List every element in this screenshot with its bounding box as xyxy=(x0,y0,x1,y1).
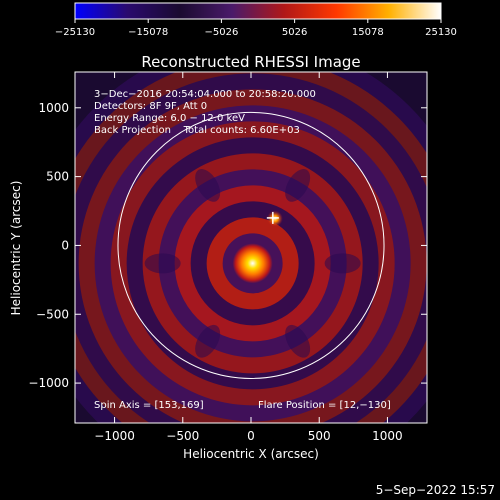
chart-title: Reconstructed RHESSI Image xyxy=(141,53,360,71)
ring-modulation xyxy=(195,169,221,202)
colorbar-tick-label: −25130 xyxy=(55,27,95,38)
x-tick-label: 500 xyxy=(308,429,331,443)
x-axis-label: Heliocentric X (arcsec) xyxy=(183,447,319,461)
ring-modulation xyxy=(144,253,181,274)
annotation-flare-position: Flare Position = [12,−130] xyxy=(258,400,391,411)
y-tick-label: 500 xyxy=(46,170,69,184)
y-tick-label: −500 xyxy=(36,307,69,321)
ring-modulation xyxy=(324,253,361,274)
x-tick-label: −500 xyxy=(166,429,199,443)
colorbar-tick-label: 15078 xyxy=(352,27,384,38)
annotation-method-counts: Back Projection Total counts: 6.60E+03 xyxy=(94,125,300,136)
ring-modulation xyxy=(285,169,311,202)
x-tick-label: −1000 xyxy=(94,429,135,443)
colorbar xyxy=(74,2,442,20)
colorbar-tick-label: −15078 xyxy=(128,27,168,38)
axis-ticks: −1000 −500 0 500 1000 −1000 −500 0 500 1000 xyxy=(28,72,427,443)
y-tick-label: 0 xyxy=(61,238,69,252)
colorbar-tick-label: 5026 xyxy=(282,27,307,38)
annotation-spin-axis: Spin Axis = [153,169] xyxy=(94,400,204,411)
y-axis-label: Heliocentric Y (arcsec) xyxy=(9,181,23,316)
colorbar-ticks: −25130 −15078 −5026 5026 15078 25130 xyxy=(55,19,457,38)
annotation-energy-range: Energy Range: 6.0 − 12.0 keV xyxy=(94,113,245,124)
primary-source xyxy=(232,243,273,284)
annotation-time-range: 3−Dec−2016 20:54:04.000 to 20:58:20.000 xyxy=(94,89,316,100)
timestamp: 5−Sep−2022 15:57 xyxy=(376,483,495,497)
y-tick-label: −1000 xyxy=(28,376,69,390)
solar-limb-circle xyxy=(117,111,385,379)
ring-modulation xyxy=(285,324,311,358)
x-tick-label: 0 xyxy=(247,429,255,443)
colorbar-tick-label: −5026 xyxy=(204,27,238,38)
x-tick-label: 1000 xyxy=(372,429,403,443)
spin-axis-marker xyxy=(266,211,279,224)
ring-modulation xyxy=(195,324,221,358)
annotation-block: 3−Dec−2016 20:54:04.000 to 20:58:20.000 … xyxy=(94,89,391,411)
heatmap-image xyxy=(75,72,427,423)
annotation-detectors: Detectors: 8F 9F, Att 0 xyxy=(94,101,207,112)
y-tick-label: 1000 xyxy=(38,101,69,115)
colorbar-tick-label: 25130 xyxy=(425,27,457,38)
